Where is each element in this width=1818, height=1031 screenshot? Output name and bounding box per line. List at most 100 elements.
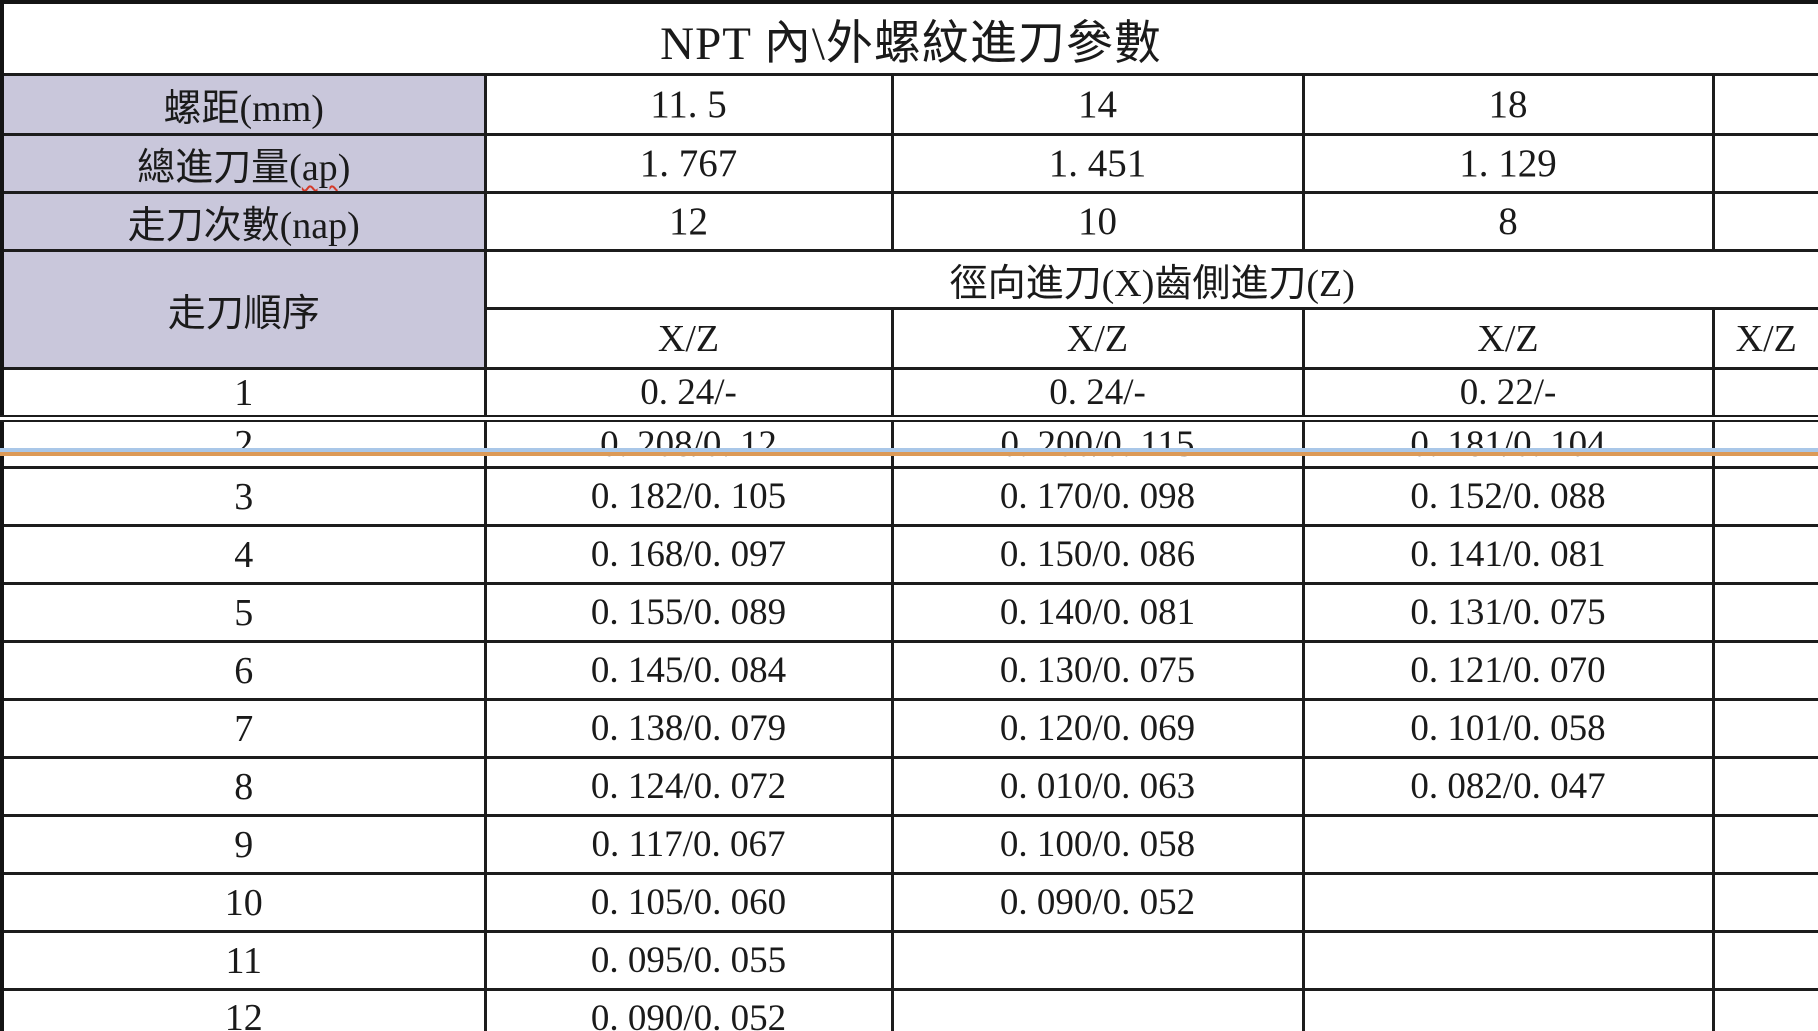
total-infeed-value-3: 1. 129 (1301, 133, 1715, 194)
pass-number: 5 (0, 582, 487, 643)
pass-xz-value (1711, 814, 1818, 875)
pitch-value-1: 11. 5 (483, 73, 894, 136)
pitch-value-3: 18 (1301, 73, 1715, 136)
pass-xz-value: 0. 22/- (1301, 367, 1715, 422)
pass-xz-value (1711, 698, 1818, 759)
pass-row-10: 10 0. 105/0. 060 0. 090/0. 052 (0, 872, 1818, 933)
pass-count-row: 走刀次數(nap) 12 10 8 (0, 191, 1818, 252)
total-infeed-label: 總進刀量(ap) (0, 133, 487, 194)
pass-xz-value: 0. 120/0. 069 (890, 698, 1305, 759)
pass-number: 3 (0, 466, 487, 527)
pass-xz-value (1711, 367, 1818, 422)
pass-xz-value: 0. 140/0. 081 (890, 582, 1305, 643)
pass-xz-value: 0. 121/0. 070 (1301, 640, 1715, 701)
pitch-value-4 (1711, 73, 1818, 136)
pass-xz-value (1711, 872, 1818, 933)
pass-xz-value: 0. 124/0. 072 (483, 756, 894, 817)
pass-number: 8 (0, 756, 487, 817)
pass-xz-value: 0. 24/- (483, 367, 894, 422)
total-infeed-label-suffix: ) (337, 147, 351, 189)
pass-xz-value: 0. 010/0. 063 (890, 756, 1305, 817)
pass-number: 10 (0, 872, 487, 933)
pass-xz-value (1711, 930, 1818, 991)
pass-xz-value: 0. 181/0. 104 (1301, 417, 1715, 469)
title-row: NPT 內\外螺紋進刀參數 (0, 0, 1818, 76)
pass-xz-value: 0. 101/0. 058 (1301, 698, 1715, 759)
pass-xz-value (1711, 524, 1818, 585)
pass-xz-value (890, 930, 1305, 991)
xz-header-row: X/Z X/Z X/Z X/Z (2, 307, 1818, 370)
pitch-row: 螺距(mm) 11. 5 14 18 (0, 73, 1818, 136)
pass-row-9: 9 0. 117/0. 067 0. 100/0. 058 (0, 814, 1818, 875)
pass-xz-value: 0. 130/0. 075 (890, 640, 1305, 701)
pass-xz-value (890, 988, 1305, 1031)
pass-xz-value: 0. 090/0. 052 (483, 988, 894, 1031)
pass-xz-value: 0. 168/0. 097 (483, 524, 894, 585)
pitch-value-2: 14 (890, 73, 1305, 136)
pass-row-5: 5 0. 155/0. 089 0. 140/0. 081 0. 131/0. … (0, 582, 1818, 643)
pass-xz-value: 0. 105/0. 060 (483, 872, 894, 933)
pass-xz-value: 0. 200/0. 115 (890, 417, 1305, 469)
pass-row-6: 6 0. 145/0. 084 0. 130/0. 075 0. 121/0. … (0, 640, 1818, 701)
pass-row-11: 11 0. 095/0. 055 (0, 930, 1818, 991)
pass-xz-value (1711, 756, 1818, 817)
pass-xz-value: 0. 182/0. 105 (483, 466, 894, 527)
pass-row-12: 12 0. 090/0. 052 (0, 988, 1818, 1031)
pass-xz-value: 0. 131/0. 075 (1301, 582, 1715, 643)
pass-number: 11 (0, 930, 487, 991)
pass-xz-value: 0. 095/0. 055 (483, 930, 894, 991)
pass-xz-value (1301, 814, 1715, 875)
total-infeed-label-prefix: 總進刀量( (137, 147, 302, 189)
pass-xz-value: 0. 090/0. 052 (890, 872, 1305, 933)
pass-xz-value: 0. 145/0. 084 (483, 640, 894, 701)
xz-header-2: X/Z (890, 307, 1305, 370)
xz-header-4: X/Z (1711, 307, 1818, 370)
feed-direction-header: 徑向進刀(X)齒側進刀(Z) (483, 249, 1818, 310)
pass-xz-value (1711, 417, 1818, 469)
pass-xz-value: 0. 24/- (890, 367, 1305, 422)
pass-number: 7 (0, 698, 487, 759)
pass-xz-value: 0. 155/0. 089 (483, 582, 894, 643)
pass-xz-value: 0. 208/0. 12 (483, 417, 894, 469)
pass-xz-value: 0. 082/0. 047 (1301, 756, 1715, 817)
pass-number: 2 (0, 417, 487, 469)
pass-count-value-1: 12 (483, 191, 894, 252)
pass-row-3: 3 0. 182/0. 105 0. 170/0. 098 0. 152/0. … (0, 466, 1818, 527)
total-infeed-label-ap: ap (301, 147, 338, 189)
pass-xz-value: 0. 138/0. 079 (483, 698, 894, 759)
pass-xz-value (1711, 582, 1818, 643)
pass-xz-value: 0. 100/0. 058 (890, 814, 1305, 875)
total-infeed-value-4 (1711, 133, 1818, 194)
total-infeed-value-1: 1. 767 (483, 133, 894, 194)
pass-xz-value: 0. 117/0. 067 (483, 814, 894, 875)
pitch-label: 螺距(mm) (0, 73, 487, 136)
pass-xz-value: 0. 150/0. 086 (890, 524, 1305, 585)
pass-row-2: 2 0. 208/0. 12 0. 200/0. 115 0. 181/0. 1… (0, 417, 1818, 469)
pass-number: 6 (0, 640, 487, 701)
pass-xz-value: 0. 170/0. 098 (890, 466, 1305, 527)
pass-row-1: 1 0. 24/- 0. 24/- 0. 22/- (0, 367, 1818, 422)
pass-row-8: 8 0. 124/0. 072 0. 010/0. 063 0. 082/0. … (0, 756, 1818, 817)
feed-direction-header-row: 走刀順序 徑向進刀(X)齒側進刀(Z) (0, 249, 1818, 370)
pass-xz-value: 0. 141/0. 081 (1301, 524, 1715, 585)
pass-number: 12 (0, 988, 487, 1031)
pass-xz-value (1711, 466, 1818, 527)
pass-number: 1 (0, 367, 487, 422)
pass-count-label: 走刀次數(nap) (0, 191, 487, 252)
xz-header-3: X/Z (1301, 307, 1715, 370)
page-title: NPT 內\外螺紋進刀參數 (0, 0, 1818, 76)
pass-number: 9 (0, 814, 487, 875)
xz-header-1: X/Z (483, 307, 894, 370)
pass-xz-value (1301, 988, 1715, 1031)
total-infeed-value-2: 1. 451 (890, 133, 1305, 194)
pass-count-value-2: 10 (890, 191, 1305, 252)
pass-xz-value: 0. 152/0. 088 (1301, 466, 1715, 527)
pass-count-value-3: 8 (1301, 191, 1715, 252)
pass-number: 4 (0, 524, 487, 585)
pass-xz-value (1711, 640, 1818, 701)
pass-count-value-4 (1711, 191, 1818, 252)
pass-xz-value (1301, 930, 1715, 991)
pass-sequence-label: 走刀順序 (0, 249, 487, 370)
